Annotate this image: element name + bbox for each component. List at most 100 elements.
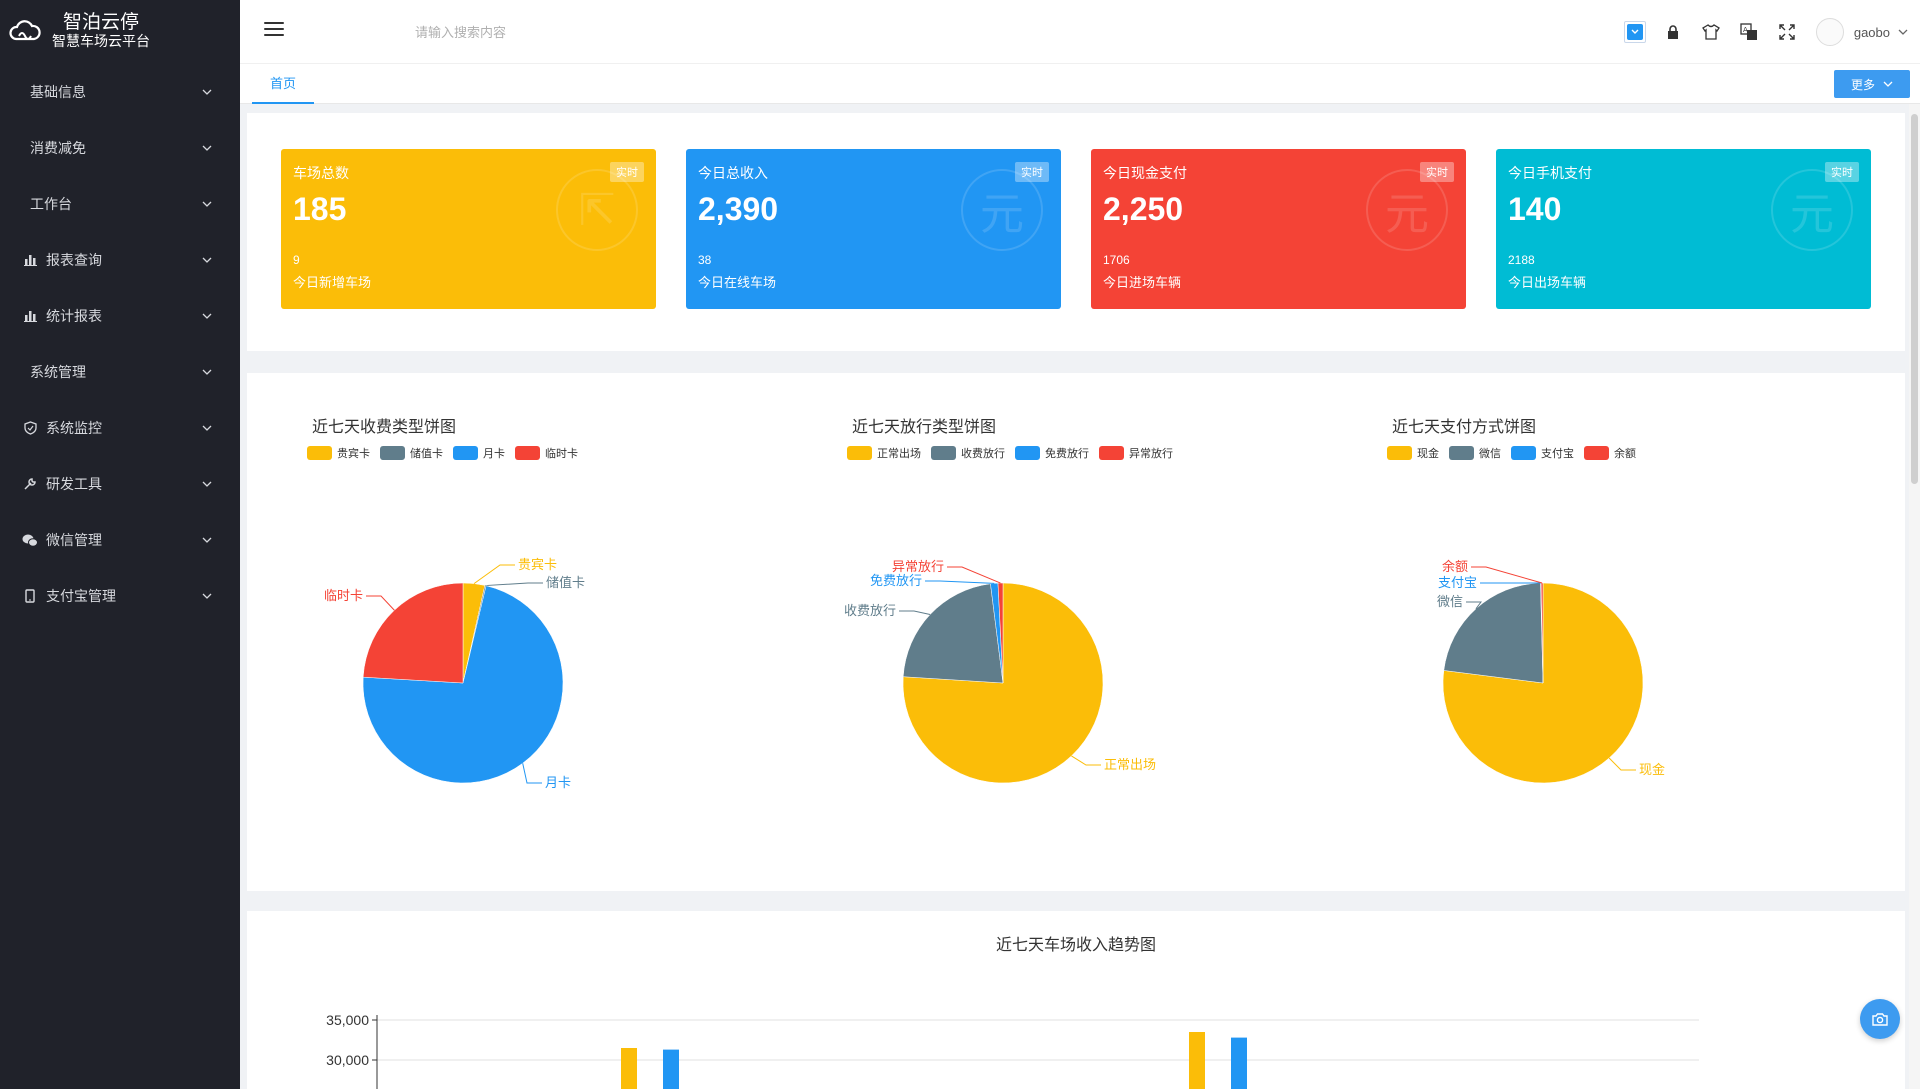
- pie-slice-label: 临时卡: [324, 588, 363, 603]
- header-tools: A gaobo: [1623, 0, 1908, 64]
- menu-toggle-icon[interactable]: [264, 22, 284, 38]
- income-bar[interactable]: [1231, 1037, 1247, 1089]
- scrollbar-thumb[interactable]: [1911, 114, 1918, 484]
- screenshot-button[interactable]: [1860, 999, 1900, 1039]
- sidebar-item-9[interactable]: 支付宝管理: [0, 568, 240, 624]
- legend-label: 异常放行: [1129, 448, 1173, 460]
- sidebar-item-6[interactable]: 系统监控: [0, 400, 240, 456]
- legend-swatch: [1449, 446, 1474, 460]
- legend-swatch: [515, 446, 540, 460]
- svg-text:A: A: [1743, 26, 1748, 34]
- pie-label-line: [925, 580, 995, 584]
- stat-card[interactable]: 元 今日总收入 实时 2,390 38 今日在线车场: [686, 149, 1061, 309]
- pie-slice[interactable]: [902, 583, 1004, 684]
- legend-label: 支付宝: [1541, 448, 1574, 460]
- wrench-icon: [22, 477, 38, 491]
- lock-icon[interactable]: [1654, 13, 1692, 51]
- user-menu[interactable]: gaobo: [1815, 18, 1908, 46]
- legend-item[interactable]: 异常放行: [1099, 445, 1173, 461]
- sidebar-item-8[interactable]: 微信管理: [0, 512, 240, 568]
- legend-item[interactable]: 收费放行: [931, 445, 1005, 461]
- stat-card-sub-value: 1706: [1103, 253, 1130, 267]
- sidebar-item-0[interactable]: 基础信息: [0, 64, 240, 120]
- stats-panel: ⇱ 车场总数 实时 185 9 今日新增车场元今日总收入 实时 2,390 38 今日在线车场元今…: [247, 113, 1905, 351]
- sidebar-item-4[interactable]: 统计报表: [0, 288, 240, 344]
- bar-chart-icon: [22, 254, 38, 266]
- stat-card[interactable]: ⇱ 车场总数 实时 185 9 今日新增车场: [281, 149, 656, 309]
- cloud-logo-icon: [9, 20, 41, 41]
- realtime-badge: 实时: [1825, 162, 1859, 182]
- pie-legend: 贵宾卡 储值卡 月卡 临时卡: [307, 445, 588, 461]
- pie-slice-label: 微信: [1437, 594, 1463, 609]
- legend-item[interactable]: 月卡: [453, 445, 505, 461]
- legend-item[interactable]: 微信: [1449, 445, 1501, 461]
- pie-charts-panel: 贵宾卡 储值卡 月卡 临时卡 近七天收费类型饼图 贵宾卡 储值卡 月卡 临时卡 正常出场 收费放行免…: [247, 373, 1905, 891]
- legend-item[interactable]: 储值卡: [380, 445, 443, 461]
- pie-slice[interactable]: [1443, 582, 1544, 684]
- stat-card[interactable]: 元 今日现金支付 实时 2,250 1706 今日进场车辆: [1091, 149, 1466, 309]
- scrollbar[interactable]: [1909, 104, 1920, 1089]
- realtime-badge: 实时: [610, 162, 644, 182]
- sidebar-item-label: 报表查询: [46, 252, 102, 268]
- pie-label-line: [485, 582, 543, 587]
- sidebar-item-5[interactable]: 系统管理: [0, 344, 240, 400]
- pie-slice[interactable]: [362, 582, 464, 684]
- chevron-down-icon: [202, 537, 212, 543]
- income-bar[interactable]: [1189, 1032, 1205, 1089]
- sidebar-item-7[interactable]: 研发工具: [0, 456, 240, 512]
- more-button[interactable]: 更多: [1834, 70, 1910, 98]
- tab-home[interactable]: 首页: [252, 64, 315, 104]
- chevron-down-icon: [202, 145, 212, 151]
- chevron-down-icon: [202, 425, 212, 431]
- chevron-down-icon: [1898, 29, 1908, 35]
- legend-item[interactable]: 余额: [1584, 445, 1636, 461]
- legend-item[interactable]: 贵宾卡: [307, 445, 370, 461]
- sidebar-item-label: 系统管理: [30, 364, 86, 380]
- avatar[interactable]: [1815, 18, 1844, 46]
- legend-swatch: [1584, 446, 1609, 460]
- legend-item[interactable]: 支付宝: [1511, 445, 1574, 461]
- watermark-icon: ⇱: [556, 169, 638, 251]
- sidebar-item-label: 工作台: [30, 196, 72, 212]
- tab-bar: 首页 更多: [240, 64, 1920, 104]
- legend-item[interactable]: 正常出场: [847, 445, 921, 461]
- pie-slice-label: 余额: [1442, 559, 1468, 574]
- fullscreen-icon[interactable]: [1768, 13, 1806, 51]
- layout-select-icon[interactable]: [1623, 21, 1646, 43]
- sidebar-item-3[interactable]: 报表查询: [0, 232, 240, 288]
- income-bar[interactable]: [621, 1048, 637, 1089]
- sidebar-item-2[interactable]: 工作台: [0, 176, 240, 232]
- brand[interactable]: 智泊云停 智慧车场云平台: [0, 0, 240, 64]
- search-input[interactable]: [415, 20, 715, 44]
- stat-card-sub-value: 9: [293, 253, 300, 267]
- pie-slice[interactable]: [362, 585, 564, 784]
- theme-shirt-icon[interactable]: [1692, 13, 1730, 51]
- pie-label-line: [1608, 757, 1636, 771]
- pie-legend: 现金 微信 支付宝 余额: [1387, 445, 1646, 461]
- pie-chart-block: 贵宾卡 储值卡 月卡 临时卡 近七天收费类型饼图 贵宾卡 储值卡 月卡 临时卡: [247, 373, 787, 891]
- pie-slice[interactable]: [997, 582, 1004, 684]
- income-trend-chart: 35,000 30,000: [326, 1012, 1699, 1089]
- legend-item[interactable]: 现金: [1387, 445, 1439, 461]
- legend-label: 正常出场: [877, 448, 921, 460]
- pie-slice-label: 收费放行: [844, 603, 896, 618]
- pie-slice-label: 现金: [1639, 762, 1665, 777]
- legend-item[interactable]: 免费放行: [1015, 445, 1089, 461]
- stat-card-value: 2,250: [1103, 191, 1184, 227]
- stat-card-sub-value: 2188: [1508, 253, 1535, 267]
- sidebar-item-label: 支付宝管理: [46, 588, 116, 604]
- sidebar-item-label: 研发工具: [46, 476, 102, 492]
- legend-swatch: [847, 446, 872, 460]
- brand-subtitle: 智慧车场云平台: [52, 33, 150, 49]
- legend-swatch: [931, 446, 956, 460]
- pie-slice-label: 支付宝: [1438, 575, 1477, 590]
- legend-item[interactable]: 临时卡: [515, 445, 578, 461]
- translate-icon[interactable]: A: [1730, 13, 1768, 51]
- stat-card-sub-label: 今日新增车场: [293, 275, 372, 290]
- pie-slice-label: 储值卡: [546, 575, 585, 590]
- stat-card[interactable]: 元 今日手机支付 实时 140 2188 今日出场车辆: [1496, 149, 1871, 309]
- pie-label-line: [522, 763, 542, 784]
- sidebar-item-1[interactable]: 消费减免: [0, 120, 240, 176]
- pie-chart-title: 近七天收费类型饼图: [312, 419, 457, 436]
- income-bar[interactable]: [663, 1049, 679, 1089]
